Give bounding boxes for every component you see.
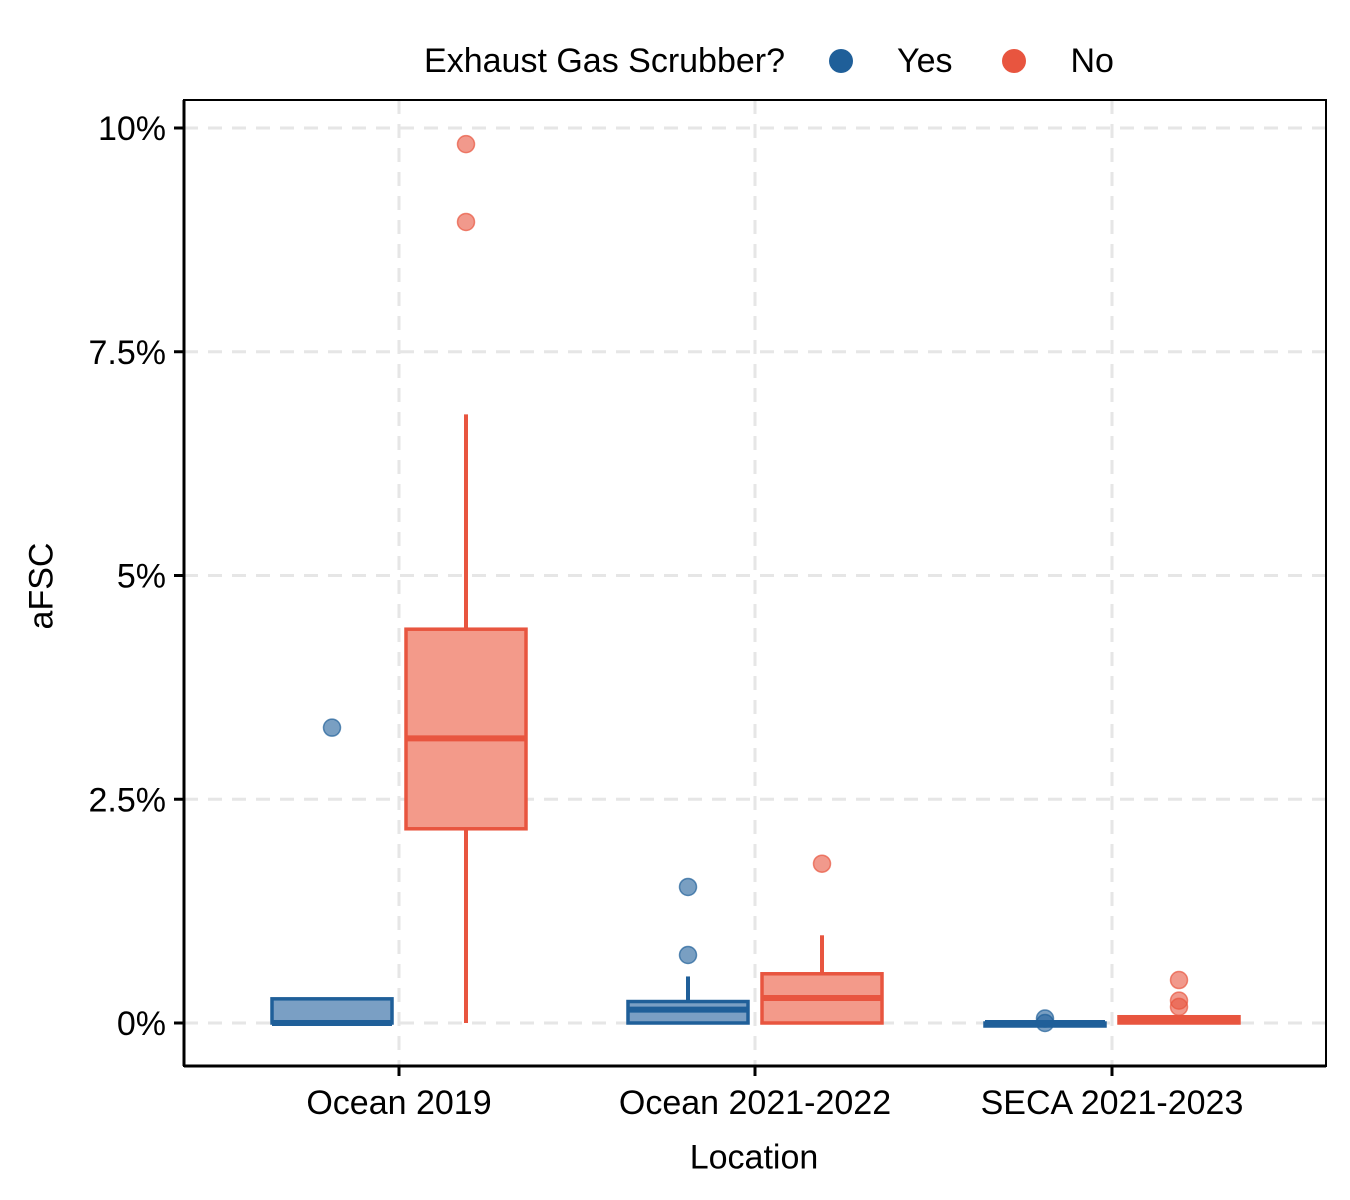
legend-label-yes: Yes xyxy=(897,41,953,80)
outlier-point-0 xyxy=(456,212,476,232)
y-tick-label-0: 0% xyxy=(117,1005,166,1043)
outlier-point-0 xyxy=(322,718,342,737)
outlier-point-1 xyxy=(678,877,698,897)
y-tick-label-3: 7.5% xyxy=(89,334,167,372)
x-tick-label-0: Ocean 2019 xyxy=(306,1084,491,1122)
outlier-point-1 xyxy=(1035,1009,1055,1028)
legend: Exhaust Gas Scrubber? Yes No xyxy=(0,38,1350,84)
y-tick-label-1: 2.5% xyxy=(89,781,167,819)
y-axis-title: aFSC xyxy=(22,542,61,630)
box-no-0 xyxy=(404,134,528,1023)
x-tick-label-1: Ocean 2021-2022 xyxy=(619,1084,891,1122)
outlier-point-1 xyxy=(456,134,476,154)
box-no-2 xyxy=(1117,970,1241,1025)
box-yes-0 xyxy=(270,718,394,1026)
box-body xyxy=(404,627,528,831)
outlier-point-2 xyxy=(1169,970,1189,990)
box-body xyxy=(270,997,394,1025)
box-yes-1 xyxy=(626,877,750,1025)
outlier-point-1 xyxy=(1169,991,1189,1010)
y-tick-label-4: 10% xyxy=(98,110,166,148)
box-yes-2 xyxy=(983,1009,1107,1033)
x-tick-label-2: SECA 2021-2023 xyxy=(981,1084,1244,1122)
x-axis-title: Location xyxy=(689,1138,819,1177)
outlier-point-0 xyxy=(678,945,698,965)
legend-key-no xyxy=(1002,49,1027,73)
outlier-point-0 xyxy=(812,854,832,873)
legend-key-yes xyxy=(829,49,854,73)
legend-label-no: No xyxy=(1070,41,1114,80)
legend-title: Exhaust Gas Scrubber? xyxy=(424,41,786,80)
y-tick-label-2: 5% xyxy=(117,558,166,596)
box-no-1 xyxy=(760,854,884,1025)
